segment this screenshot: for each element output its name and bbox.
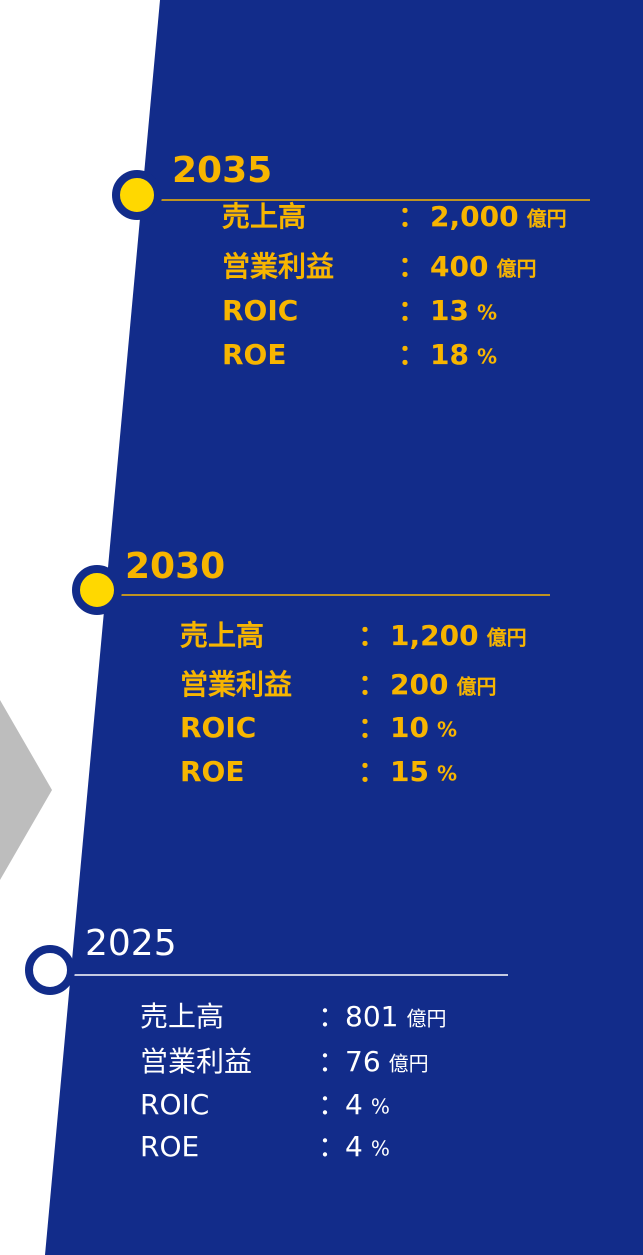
metric-value: 2,000 xyxy=(430,200,519,233)
metric-label: 売上高 xyxy=(222,200,306,233)
metric-label: 営業利益 xyxy=(140,1045,252,1078)
metric-label: 営業利益 xyxy=(180,668,292,701)
metric-value: 200 xyxy=(390,668,448,701)
year: 2035 xyxy=(172,150,272,191)
separator: ： xyxy=(358,619,386,652)
metric-label: 売上高 xyxy=(140,1000,224,1033)
separator: ： xyxy=(318,1088,346,1121)
chevron xyxy=(0,700,52,880)
metric-unit: % xyxy=(437,718,457,742)
metric-label: 営業利益 xyxy=(222,250,334,283)
separator: ： xyxy=(318,1000,346,1033)
metric-unit: 億円 xyxy=(496,257,536,281)
metric-unit: 億円 xyxy=(389,1052,429,1076)
metric-label: ROE xyxy=(180,755,245,788)
separator: ： xyxy=(398,250,426,283)
metric-value: 10 xyxy=(390,711,429,744)
milestone-dot xyxy=(72,565,122,615)
metric-label: ROE xyxy=(140,1130,199,1163)
metric-value: 13 xyxy=(430,294,469,327)
metric-value: 18 xyxy=(430,338,469,371)
year: 2030 xyxy=(125,546,225,587)
metric-value: 400 xyxy=(430,250,488,283)
metric-label: ROIC xyxy=(140,1088,209,1121)
separator: ： xyxy=(358,711,386,744)
separator: ： xyxy=(358,755,386,788)
background-panel xyxy=(45,0,643,1255)
separator: ： xyxy=(358,668,386,701)
milestone-dot xyxy=(25,945,75,995)
metric-unit: % xyxy=(371,1095,390,1119)
metric-unit: 億円 xyxy=(406,1007,446,1031)
year: 2025 xyxy=(85,923,177,964)
metric-unit: % xyxy=(371,1137,390,1161)
metric-value: 4 xyxy=(345,1130,363,1163)
separator: ： xyxy=(318,1130,346,1163)
metric-label: ROIC xyxy=(180,711,256,744)
separator: ： xyxy=(398,200,426,233)
separator: ： xyxy=(318,1045,346,1078)
separator: ： xyxy=(398,294,426,327)
metric-value: 15 xyxy=(390,755,429,788)
separator: ： xyxy=(398,338,426,371)
metric-unit: 億円 xyxy=(487,626,527,650)
metric-unit: 億円 xyxy=(456,675,496,699)
metric-label: ROIC xyxy=(222,294,298,327)
metric-unit: % xyxy=(477,301,497,325)
metric-label: ROE xyxy=(222,338,287,371)
metric-value: 4 xyxy=(345,1088,363,1121)
milestone-dot xyxy=(112,170,162,220)
metric-value: 801 xyxy=(345,1000,398,1033)
metric-unit: % xyxy=(477,345,497,369)
metric-label: 売上高 xyxy=(180,619,264,652)
metric-value: 1,200 xyxy=(390,619,479,652)
metric-unit: 億円 xyxy=(527,207,567,231)
metric-unit: % xyxy=(437,762,457,786)
metric-value: 76 xyxy=(345,1045,381,1078)
